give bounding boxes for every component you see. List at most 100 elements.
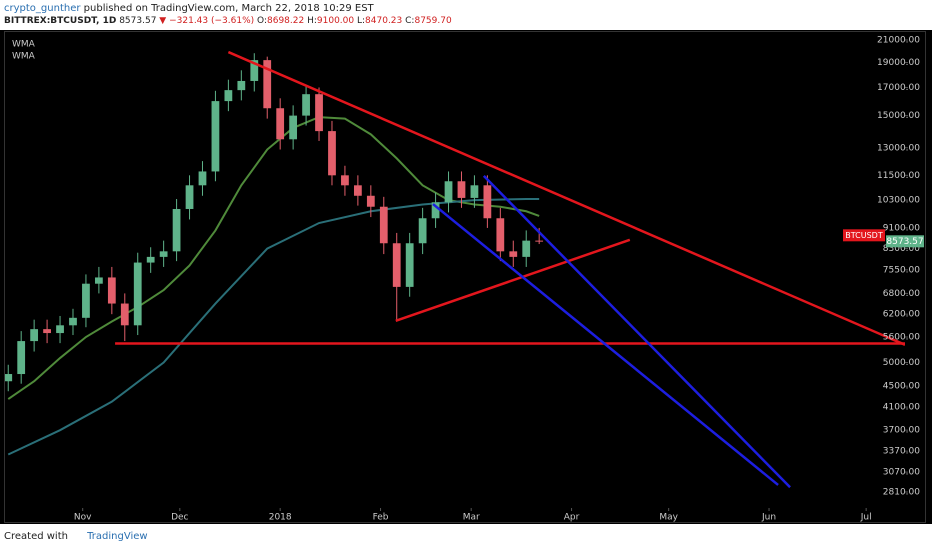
candle-body (237, 80, 246, 91)
y-tick-label: 5000.00 (883, 358, 920, 368)
x-tick-label: Dec (171, 513, 188, 523)
y-tick-label: 5600.00 (883, 333, 920, 343)
candle-body (43, 329, 51, 334)
y-tick-label: 13000.00 (877, 143, 920, 153)
candle-body (535, 240, 544, 242)
footer: Created with TradingView (4, 531, 148, 542)
candle-body (185, 185, 194, 209)
candle-body (69, 317, 77, 326)
author[interactable]: crypto_gunther (4, 3, 81, 14)
x-tick-label: Feb (373, 513, 389, 523)
candle-body (457, 181, 466, 198)
y-tick-label: 21000.00 (877, 35, 920, 45)
y-tick-label: 8300.00 (883, 244, 920, 254)
candle-body (276, 108, 285, 140)
y-tick-label: 15000.00 (877, 111, 920, 121)
candle-body (496, 218, 505, 252)
chart-background (0, 30, 932, 524)
candle-body (95, 277, 103, 284)
candle-body (341, 175, 349, 186)
line (7, 197, 540, 456)
quote-label: C: (405, 16, 415, 26)
line (482, 175, 791, 489)
candle-body (366, 195, 375, 207)
x-tick-label: Jun (761, 513, 776, 523)
candle-body (353, 185, 362, 196)
quote: O:8698.22 H:9100.00 L:8470.23 C:8759.70 (257, 16, 452, 26)
arrow: ▼ (159, 16, 167, 26)
candle-body (56, 325, 64, 334)
y-tick-label: 6200.00 (883, 310, 920, 320)
y-tick-label: 7550.00 (883, 265, 920, 275)
candle-body (5, 374, 13, 382)
change: −321.43 (−3.61%) (169, 16, 255, 26)
quote-value: 8470.23 (365, 16, 403, 26)
line (227, 50, 905, 346)
chart: 21000.00 19000.00 17000.00 15000.00 13000.00… (0, 30, 932, 524)
candle-body (120, 303, 129, 326)
y-tick-label: 9100.00 (883, 223, 920, 233)
y-tick-label: 3700.00 (883, 426, 920, 436)
candle-body (483, 185, 492, 219)
candle-body (289, 115, 298, 140)
axes: 21000.00 19000.00 17000.00 15000.00 13000.00… (12, 35, 924, 523)
candle-body (509, 251, 518, 257)
x-tick-label: Mar (463, 513, 480, 523)
line (395, 238, 631, 322)
last: 8573.57 (119, 16, 157, 26)
y-tick-label: 4100.00 (883, 403, 920, 413)
last-price: 8573.57 (886, 237, 923, 247)
brand[interactable]: TradingView (87, 531, 148, 542)
frame (4, 31, 926, 523)
candle-body (522, 240, 531, 257)
candle-body (418, 218, 427, 244)
candle-body (224, 90, 233, 102)
y-tick-label: 19000.00 (877, 58, 920, 68)
y-tick-label: 3370.00 (883, 447, 920, 457)
quote-value: 8759.70 (414, 16, 452, 26)
candle-body (315, 94, 323, 132)
candle-body (172, 208, 181, 252)
symbol-tag: BTCUSDT (845, 231, 883, 240)
published: published on TradingView.com, March 22, … (83, 3, 374, 14)
x-tick-label: Apr (564, 513, 580, 523)
candle-body (107, 277, 116, 304)
legend-entry: WMA (12, 40, 36, 50)
candle-body (146, 256, 155, 263)
y-tick-label: 10300.00 (877, 196, 920, 206)
plot (5, 50, 905, 489)
y-tick-label: 11500.00 (877, 171, 920, 181)
last-price-bg (886, 235, 924, 248)
candle-body (302, 94, 310, 116)
y-tick-label: 4500.00 (883, 382, 920, 392)
quote-value: 8698.22 (267, 16, 305, 26)
quote-label: O: (257, 16, 267, 26)
header-line-1: crypto_gunther published on TradingView.… (4, 3, 374, 14)
header-line-2: BITTREX:BTCUSDT, 1D 8573.57 ▼ −321.43 (−… (4, 16, 452, 26)
candle-body (250, 60, 259, 81)
candle-body (82, 283, 90, 318)
candle-body (211, 101, 220, 172)
y-tick-label: 17000.00 (877, 83, 920, 93)
candle-body (431, 202, 440, 219)
symbol-tag-bg (843, 229, 885, 242)
y-tick-label: 6800.00 (883, 289, 920, 299)
candle-body (470, 185, 479, 198)
line (432, 203, 779, 486)
candle-body (198, 171, 207, 186)
candle-body (159, 251, 168, 257)
candle-body (263, 60, 272, 109)
symbol: BITTREX:BTCUSDT, 1D (4, 16, 117, 26)
candle-body (444, 181, 453, 203)
candle-body (328, 131, 336, 176)
y-tick-label: 3070.00 (883, 468, 920, 478)
x-tick-label: 2018 (269, 513, 292, 523)
candle-body (133, 262, 142, 326)
candle-body (30, 329, 39, 342)
candle-body (392, 243, 401, 287)
x-tick-label: Jul (860, 513, 872, 523)
x-tick-label: Nov (74, 513, 92, 523)
x-tick-label: May (659, 513, 678, 523)
quote-label: L: (357, 16, 366, 26)
